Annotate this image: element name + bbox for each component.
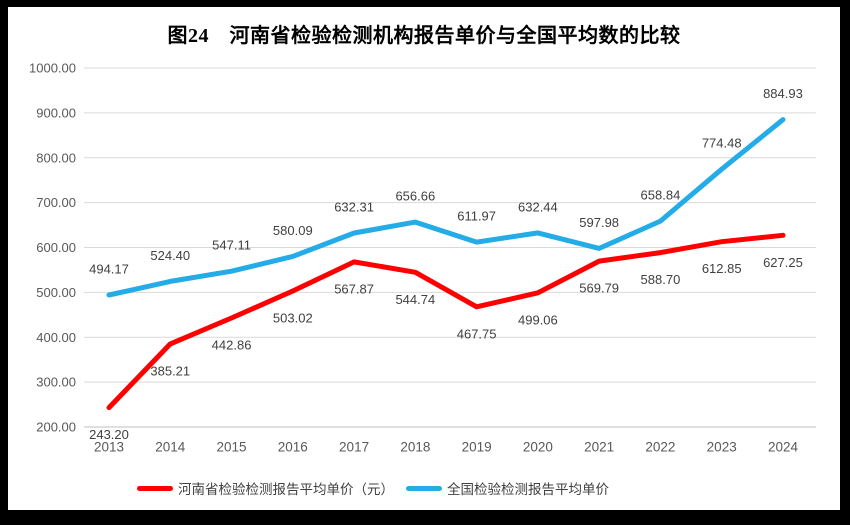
y-tick-label: 400.00 (36, 330, 76, 345)
data-label: 632.31 (334, 200, 374, 215)
x-tick-label: 2017 (339, 440, 369, 455)
data-label: 774.48 (702, 136, 742, 151)
series-line-0 (106, 232, 786, 411)
data-label: 442.86 (212, 338, 252, 353)
data-label: 597.98 (579, 215, 619, 230)
data-label: 503.02 (273, 311, 313, 326)
data-label: 658.84 (641, 188, 681, 203)
data-label: 547.11 (212, 238, 251, 253)
x-tick-label: 2014 (155, 440, 186, 455)
data-label: 467.75 (457, 326, 497, 341)
series-line-1 (106, 117, 786, 298)
data-label: 385.21 (150, 363, 190, 378)
legend-line-swatch-0 (137, 485, 173, 491)
y-tick-label: 600.00 (36, 240, 76, 255)
data-label: 632.44 (518, 199, 558, 214)
x-tick-label: 2018 (400, 440, 430, 455)
y-tick-label: 800.00 (36, 150, 76, 165)
x-tick-label: 2020 (523, 440, 553, 455)
data-label: 243.20 (89, 427, 129, 442)
data-label: 588.70 (641, 272, 681, 287)
x-tick-label: 2023 (707, 440, 737, 455)
data-label: 569.79 (579, 281, 619, 296)
series-0-data-labels: 243.20 385.21 442.86 503.02 567.87 544.74 467.… (89, 255, 803, 442)
y-tick-label: 200.00 (36, 420, 76, 435)
chart-legend: 河南省检验检测报告平均单价（元） 全国检验检测报告平均单价 (137, 478, 609, 498)
legend-line-swatch-1 (406, 485, 442, 491)
chart-title: 图24 河南省检验检测机构报告单价与全国平均数的比较 (167, 25, 681, 47)
data-label: 612.85 (702, 261, 742, 276)
x-tick-label: 2015 (217, 440, 247, 455)
data-label: 656.66 (395, 189, 435, 204)
series-1-data-labels: 494.17 524.40 547.11 580.09 632.31 656.66 611.… (89, 86, 803, 276)
x-axis-tick-labels: 2013 2014 2015 2016 2017 2018 2019 2020 2021 2022… (94, 440, 798, 455)
x-tick-label: 2019 (462, 440, 492, 455)
y-tick-label: 500.00 (36, 285, 76, 300)
data-label: 524.40 (150, 248, 190, 263)
gridlines (84, 67, 816, 428)
data-label: 627.25 (763, 255, 803, 270)
x-tick-label: 2016 (278, 440, 308, 455)
y-axis-tick-labels: 1000.00 900.00 800.00 700.00 600.00 500.00 400… (29, 61, 76, 435)
legend-label-0: 河南省检验检测报告平均单价（元） (178, 482, 394, 497)
y-tick-label: 900.00 (36, 105, 76, 120)
x-tick-label: 2013 (94, 440, 124, 455)
data-label: 499.06 (518, 312, 558, 327)
data-label: 567.87 (334, 281, 374, 296)
chart-canvas: 1000.00 900.00 800.00 700.00 600.00 500.00 400… (29, 61, 816, 455)
data-label: 611.97 (457, 209, 496, 224)
x-tick-label: 2022 (645, 440, 675, 455)
y-tick-label: 1000.00 (29, 61, 76, 76)
x-tick-label: 2021 (584, 440, 614, 455)
x-tick-label: 2024 (768, 440, 799, 455)
data-label: 544.74 (395, 292, 435, 307)
data-label: 494.17 (89, 261, 129, 276)
y-tick-label: 700.00 (36, 195, 76, 210)
chart-area: 图24 河南省检验检测机构报告单价与全国平均数的比较 1000.00 900.00… (8, 7, 840, 510)
legend-label-1: 全国检验检测报告平均单价 (447, 482, 609, 497)
legend-item-1: 全国检验检测报告平均单价 (406, 478, 609, 498)
data-label: 580.09 (273, 223, 313, 238)
data-label: 884.93 (763, 86, 803, 101)
legend-item-0: 河南省检验检测报告平均单价（元） (137, 478, 394, 498)
y-tick-label: 300.00 (36, 375, 76, 390)
